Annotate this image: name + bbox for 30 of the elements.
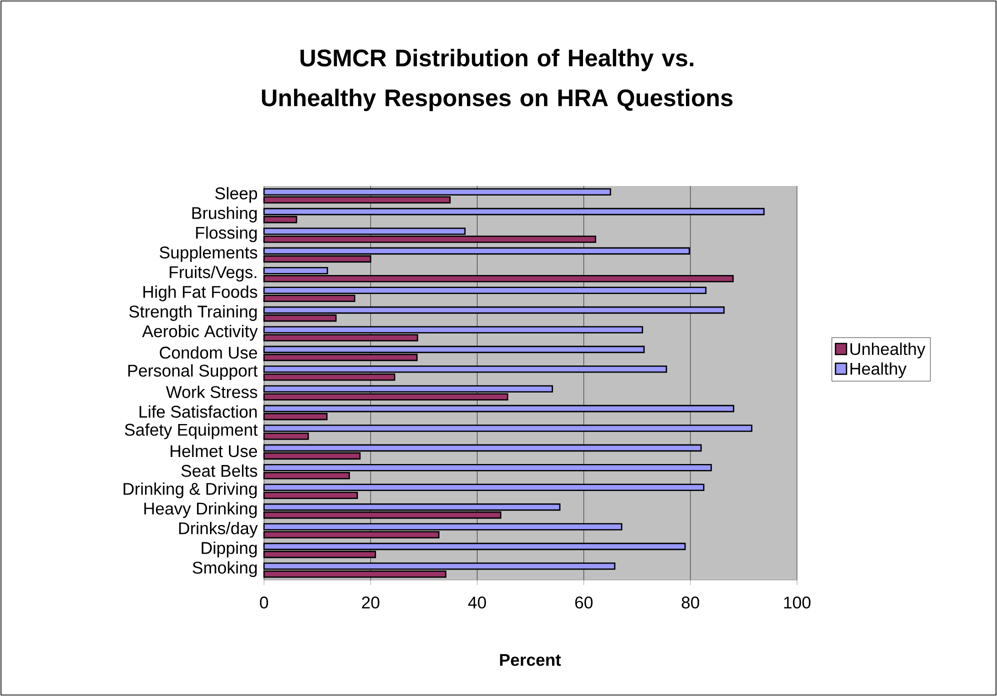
x-tick-label: 0 [260,596,268,609]
y-tick-label: Work Stress [166,386,258,398]
y-tick-label: Personal Support [128,364,258,380]
y-tick-label: Drinking & Driving [124,482,257,498]
x-tick-label: 20 [362,596,380,609]
y-tick-label: Condom Use [160,346,258,359]
y-tick-label: Aerobic Activity [142,324,258,341]
y-tick-label: Smoking [192,561,257,578]
y-tick-label: High Fat Foods [143,285,258,302]
y-tick-label: Heavy Drinking [144,502,257,518]
y-tick-label: Strength Training [129,305,257,321]
chart-title: USMCR Distribution of Healthy vs. Unhealthy Responses on HRA Questions [262,48,732,112]
y-tick-label: Safety Equipment [124,423,258,440]
y-tick-label: Brushing [192,206,257,222]
legend-label: Healthy [850,362,907,378]
y-tick-label: Helmet Use [170,444,258,458]
x-tick-label: 60 [575,596,593,609]
x-axis-title: Percent [500,654,561,666]
y-tick-label: Life Satisfaction [140,405,257,418]
y-tick-label: Flossing [196,226,257,242]
y-tick-label: Supplements [160,246,258,262]
y-tick-label: Dipping [202,542,257,558]
y-tick-label: Seat Belts [181,464,258,477]
x-tick-label: 100 [784,596,810,609]
x-tick-label: 40 [468,596,486,609]
y-tick-label: Sleep [215,186,258,203]
y-tick-label: Fruits/Vegs. [170,266,256,282]
x-tick-label: 80 [682,596,700,609]
y-tick-label: Drinks/day [179,522,258,538]
legend-label: Unhealthy [850,342,926,358]
